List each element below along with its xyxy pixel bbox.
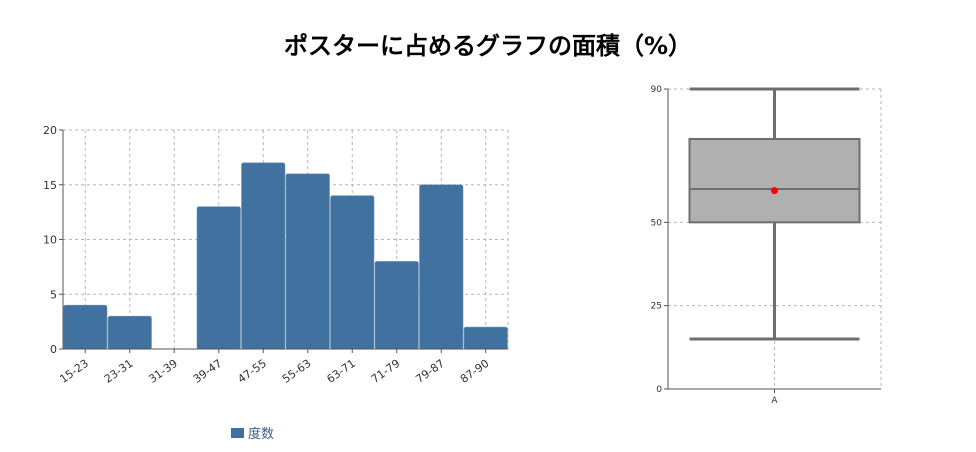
- histogram-bar: [63, 304, 108, 350]
- x-tick-label: 79-87: [413, 357, 447, 386]
- histogram-bar: [285, 173, 330, 350]
- y-tick-label: 20: [43, 124, 57, 137]
- y-tick-label: 5: [50, 288, 57, 301]
- legend-swatch: [231, 427, 244, 438]
- y-tick-label: 0: [656, 385, 662, 395]
- histogram-bar: [374, 261, 419, 350]
- chart-title: ポスターに占めるグラフの面積（%）: [283, 32, 693, 60]
- histogram-bar: [196, 206, 241, 350]
- histogram-bar: [330, 195, 375, 350]
- x-tick-label: 23-31: [102, 357, 136, 386]
- y-tick-label: 25: [651, 302, 662, 312]
- x-tick-label: 87-90: [458, 357, 492, 386]
- mean-point: [771, 187, 778, 195]
- legend-label: 度数: [248, 427, 275, 442]
- x-tick-label: 71-79: [369, 357, 403, 386]
- x-tick-label: 47-55: [235, 357, 269, 386]
- x-tick-label: A: [771, 396, 778, 406]
- histogram-bar: [107, 315, 152, 350]
- x-tick-label: 15-23: [57, 357, 91, 386]
- y-tick-label: 90: [651, 85, 663, 95]
- histogram-bar: [419, 184, 464, 350]
- histogram-bar: [463, 326, 508, 350]
- x-tick-label: 31-39: [146, 357, 180, 386]
- y-tick-label: 15: [43, 179, 57, 192]
- legend[interactable]: 度数: [231, 423, 274, 442]
- y-tick-label: 0: [50, 343, 57, 356]
- x-tick-label: 55-63: [280, 357, 314, 386]
- histogram-bar: [241, 162, 286, 350]
- y-tick-label: 50: [651, 218, 663, 228]
- y-tick-label: 10: [43, 234, 57, 247]
- histogram-chart: 0 5 10 15 20 15-23 23-31 31-39 39-47 47-55 55-63 63…: [43, 124, 509, 386]
- x-tick-label: 39-47: [191, 357, 225, 386]
- box-iqr: [688, 138, 861, 224]
- x-tick-label: 63-71: [324, 357, 358, 386]
